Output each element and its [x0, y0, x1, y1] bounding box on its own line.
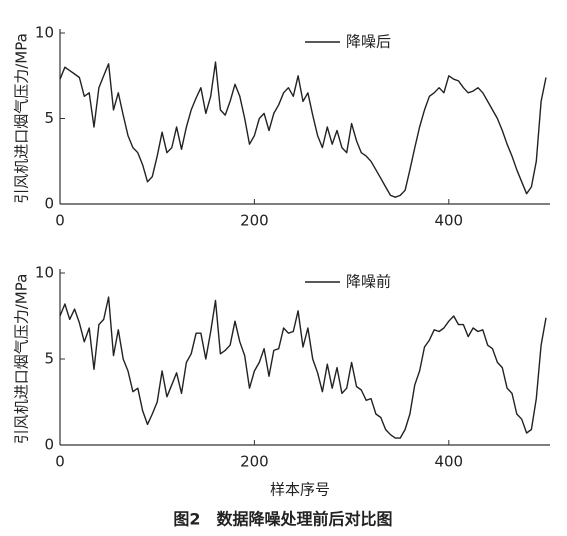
x-tick-label: 0	[55, 212, 65, 230]
y-axis-label: 引风机进口烟气压力/MPa	[13, 33, 31, 204]
data-line	[59, 296, 547, 439]
data-line	[59, 61, 547, 198]
y-tick-label: 0	[44, 436, 54, 454]
caption: 图2 数据降噪处理前后对比图	[173, 510, 392, 529]
x-tick-label: 400	[434, 453, 463, 471]
y-tick-label: 10	[35, 24, 54, 42]
y-axis-label: 引风机进口烟气压力/MPa	[13, 274, 31, 445]
x-axis-label: 样本序号	[270, 481, 330, 499]
x-tick-label: 200	[240, 212, 269, 230]
y-tick-label: 10	[35, 264, 54, 282]
x-tick-label: 0	[55, 453, 65, 471]
y-tick-label: 5	[44, 350, 54, 368]
x-tick-label: 400	[434, 212, 463, 230]
y-tick-label: 5	[44, 109, 54, 127]
legend-label: 降噪后	[346, 33, 391, 51]
y-tick-label: 0	[44, 195, 54, 213]
x-tick-label: 200	[240, 453, 269, 471]
legend-label: 降噪前	[346, 273, 391, 291]
